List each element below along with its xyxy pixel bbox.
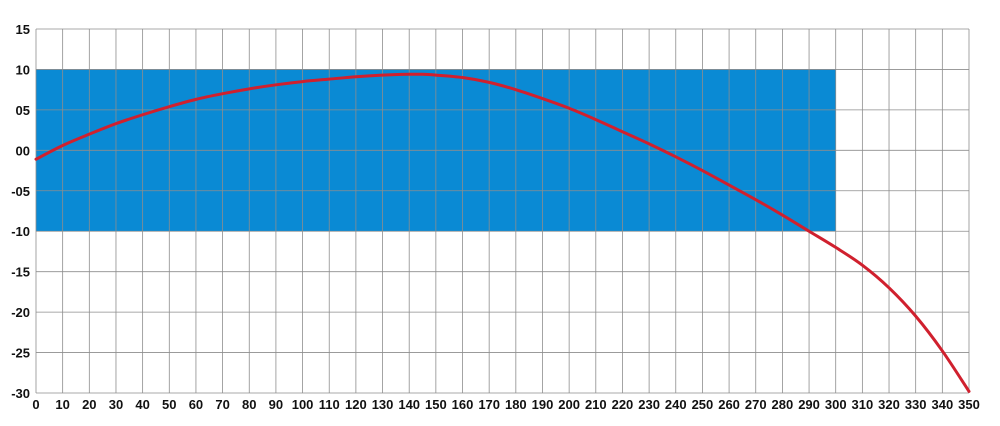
x-tick-label: 60: [189, 397, 203, 412]
x-tick-label: 250: [692, 397, 714, 412]
x-tick-label: 0: [32, 397, 39, 412]
x-tick-label: 20: [82, 397, 96, 412]
y-tick-label: 05: [16, 103, 30, 118]
x-tick-label: 310: [852, 397, 874, 412]
y-tick-label: -30: [11, 386, 30, 401]
x-tick-label: 300: [825, 397, 847, 412]
x-tick-label: 290: [798, 397, 820, 412]
x-tick-label: 10: [55, 397, 69, 412]
x-tick-label: 120: [345, 397, 367, 412]
x-tick-label: 170: [478, 397, 500, 412]
x-tick-label: 100: [292, 397, 314, 412]
y-tick-label: -05: [11, 184, 30, 199]
x-tick-label: 190: [532, 397, 554, 412]
x-tick-label: 140: [398, 397, 420, 412]
x-tick-label: 160: [452, 397, 474, 412]
series-line: [34, 72, 971, 393]
x-tick-label: 90: [269, 397, 283, 412]
x-tick-label: 200: [558, 397, 580, 412]
x-tick-label: 320: [878, 397, 900, 412]
x-tick-label: 70: [215, 397, 229, 412]
x-tick-label: 240: [665, 397, 687, 412]
x-tick-label: 130: [372, 397, 394, 412]
x-tick-label: 40: [135, 397, 149, 412]
x-tick-label: 80: [242, 397, 256, 412]
x-tick-label: 330: [905, 397, 927, 412]
x-tick-label: 340: [931, 397, 953, 412]
y-tick-label: -25: [11, 346, 30, 361]
x-tick-label: 220: [612, 397, 634, 412]
x-tick-label: 30: [109, 397, 123, 412]
x-tick-label: 270: [745, 397, 767, 412]
x-axis-tick-labels: 0 10 20 30 40 50 60 70 80 90 100 110 120 130 140 150 160…: [32, 397, 979, 412]
x-tick-label: 350: [958, 397, 980, 412]
x-tick-label: 150: [425, 397, 447, 412]
y-tick-label: 00: [16, 143, 30, 158]
x-tick-label: 260: [718, 397, 740, 412]
x-tick-label: 280: [772, 397, 794, 412]
y-tick-label: 15: [16, 22, 30, 37]
x-tick-label: 210: [585, 397, 607, 412]
y-tick-label: 10: [16, 62, 30, 77]
y-tick-label: -15: [11, 265, 30, 280]
x-tick-label: 230: [638, 397, 660, 412]
x-tick-label: 50: [162, 397, 176, 412]
y-tick-label: -10: [11, 224, 30, 239]
y-axis-tick-labels: 15 10 05 00 -05 -10 -15 -20 -25 -30: [11, 22, 30, 401]
y-tick-label: -20: [11, 305, 30, 320]
series-layer: [34, 72, 971, 393]
x-tick-label: 180: [505, 397, 527, 412]
x-tick-label: 110: [319, 397, 340, 412]
